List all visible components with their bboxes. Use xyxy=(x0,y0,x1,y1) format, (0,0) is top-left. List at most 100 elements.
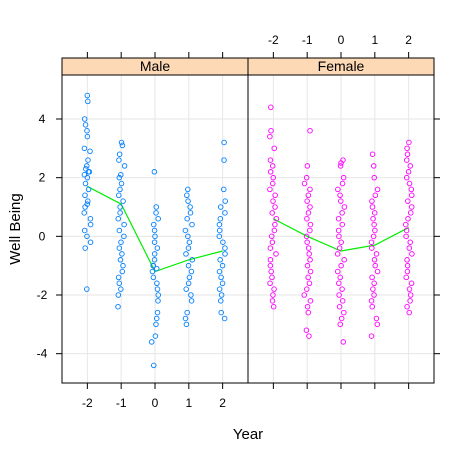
point-female-0-23 xyxy=(336,292,342,298)
point-male--1-6 xyxy=(116,174,123,181)
point-male-0-5 xyxy=(151,227,158,234)
point-male--1-0 xyxy=(118,139,125,146)
x-tick-label-top-2: 2 xyxy=(405,33,412,47)
point-male-1-8 xyxy=(185,233,191,240)
point-male-2-2 xyxy=(221,186,227,193)
point-female-1-3 xyxy=(374,186,381,193)
point-male--1-12 xyxy=(117,210,123,216)
point-female-2-10 xyxy=(405,198,411,204)
point-female--2-10 xyxy=(272,192,278,199)
point-female-0-3 xyxy=(340,174,347,181)
point-male-2-9 xyxy=(216,233,223,240)
point-female--2-2 xyxy=(267,133,273,140)
point-male-1-7 xyxy=(182,227,189,234)
x-tick-label-top--2: -2 xyxy=(268,33,279,47)
point-male-2-12 xyxy=(222,251,228,257)
point-male--1-14 xyxy=(121,221,127,228)
point-male-0-17 xyxy=(154,286,161,292)
point-female-0-6 xyxy=(337,192,343,199)
point-male--1-1 xyxy=(119,142,126,149)
point-female-0-1 xyxy=(338,160,344,166)
point-male-1-15 xyxy=(186,274,193,281)
point-male-1-18 xyxy=(188,292,194,298)
point-female--2-11 xyxy=(270,198,276,204)
point-female-0-13 xyxy=(336,233,342,240)
point-female-1-17 xyxy=(374,268,381,275)
point-male--1-3 xyxy=(116,157,122,163)
point-female-1-0 xyxy=(369,151,376,157)
point-female-1-15 xyxy=(371,257,378,263)
point-male-2-21 xyxy=(218,309,224,316)
point-female-2-23 xyxy=(403,274,410,281)
point-female-0-11 xyxy=(339,221,345,228)
point-female-0-19 xyxy=(334,268,341,275)
y-axis-title: Well Being xyxy=(7,193,24,264)
point-female-0-4 xyxy=(339,180,346,187)
point-female--1-5 xyxy=(305,192,312,199)
point-male--2-6 xyxy=(81,145,88,152)
point-male--2-1 xyxy=(85,98,91,105)
point-male-2-8 xyxy=(216,227,223,234)
point-male--2-28 xyxy=(84,286,90,292)
point-female--1-26 xyxy=(303,327,310,333)
point-male-1-3 xyxy=(187,204,193,210)
point-male--1-2 xyxy=(116,151,123,157)
point-female-1-19 xyxy=(371,280,377,287)
point-female-1-25 xyxy=(374,321,381,328)
point-male-2-22 xyxy=(221,315,228,322)
point-female-2-1 xyxy=(404,145,410,152)
point-male--2-23 xyxy=(87,221,94,228)
point-male-1-2 xyxy=(185,198,191,204)
point-female-2-24 xyxy=(408,280,415,287)
point-male--2-20 xyxy=(82,204,88,210)
point-female--2-13 xyxy=(269,210,275,216)
trend-line-female xyxy=(273,218,409,252)
point-male--2-2 xyxy=(81,116,88,122)
strip-label-female: Female xyxy=(318,58,365,74)
point-male--1-22 xyxy=(119,268,126,275)
point-male--2-0 xyxy=(84,92,91,99)
x-tick-label-bottom-0: 0 xyxy=(152,396,159,410)
point-female--2-15 xyxy=(272,221,278,228)
point-female-0-18 xyxy=(338,262,344,269)
point-female-2-26 xyxy=(407,292,414,298)
point-female--1-17 xyxy=(304,262,311,269)
point-female-2-22 xyxy=(404,268,411,275)
point-female--1-14 xyxy=(305,245,312,251)
point-female-0-8 xyxy=(341,204,348,210)
point-female-1-7 xyxy=(371,210,378,216)
point-female--1-1 xyxy=(304,163,311,169)
point-male--2-24 xyxy=(81,227,88,234)
point-male--1-18 xyxy=(116,245,123,251)
point-female-2-5 xyxy=(405,169,412,175)
point-male-1-21 xyxy=(182,315,189,322)
point-female--1-3 xyxy=(301,180,308,187)
point-female-1-16 xyxy=(372,262,378,269)
point-male-2-7 xyxy=(216,221,223,228)
point-male--2-4 xyxy=(84,127,90,134)
point-female-2-27 xyxy=(407,298,413,304)
point-female-2-17 xyxy=(407,239,413,245)
point-female-1-26 xyxy=(368,333,375,339)
point-female-0-17 xyxy=(341,257,347,263)
point-female--1-20 xyxy=(306,280,313,287)
point-male--2-18 xyxy=(85,198,91,204)
point-female-0-21 xyxy=(336,280,342,287)
x-tick-label-top-1: 1 xyxy=(371,33,378,47)
point-male-1-11 xyxy=(183,251,189,257)
y-tick-label-0: 0 xyxy=(39,229,46,243)
point-female--2-17 xyxy=(268,233,275,240)
point-male-1-20 xyxy=(184,309,190,316)
point-female-0-16 xyxy=(334,251,341,257)
point-female--1-13 xyxy=(304,239,310,245)
point-female-2-7 xyxy=(406,180,413,187)
point-male--1-21 xyxy=(120,262,126,269)
x-tick-label-top-0: 0 xyxy=(338,33,345,47)
point-female--1-0 xyxy=(307,127,313,134)
point-male--2-22 xyxy=(87,215,94,222)
point-female-1-18 xyxy=(369,274,375,281)
point-female-1-11 xyxy=(370,233,377,240)
point-male--2-7 xyxy=(87,148,93,155)
point-female-2-19 xyxy=(409,251,415,257)
point-male-2-4 xyxy=(217,204,224,210)
